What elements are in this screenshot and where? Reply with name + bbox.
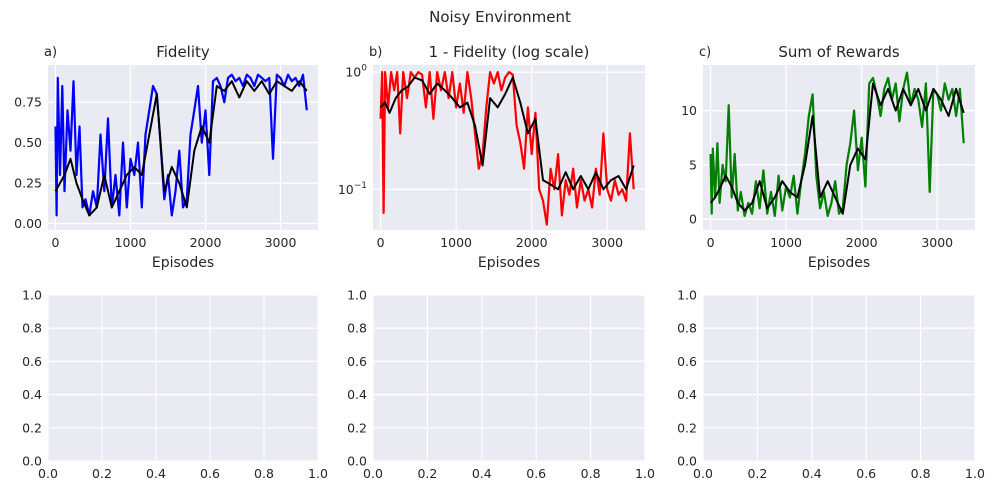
y-tick-label: 0.4 [22,387,42,402]
y-tick-label: 0.0 [22,454,42,469]
x-tick-label: 2000 [190,235,222,250]
x-tick-label: 1.0 [308,466,328,481]
y-tick-label: 0.4 [677,387,697,402]
x-tick-label: 1.0 [635,466,655,481]
figure-suptitle: Noisy Environment [429,8,571,26]
x-tick-label: 0.0 [38,466,58,481]
plot-area [373,65,645,230]
x-tick-label: 1000 [770,235,802,250]
y-tick-label: 0.00 [14,216,42,231]
y-tick-label: 0.4 [347,387,367,402]
x-tick-label: 0.6 [526,466,546,481]
y-tick-label: 0.6 [347,354,367,369]
chart-panel-3: 0 1000 2000 3000 0 5 10 Episodes Sum of Rewards c… [681,43,975,271]
y-tick-label: 0.0 [347,454,367,469]
x-tick-label: 1.0 [965,466,985,481]
x-tick-label: 0.8 [581,466,601,481]
y-tick-label: 0.0 [677,454,697,469]
y-tick-label: 100 [345,64,367,80]
x-tick-label: 0 [377,235,385,250]
chart-panel-4: 0.0 0.2 0.4 0.6 0.8 1.0 0.0 0.2 0.4 0.6 0.8 1.0 [22,288,328,482]
x-tick-label: 0.0 [693,466,713,481]
x-tick-label: 0.2 [417,466,437,481]
y-tick-label: 0.2 [22,420,42,435]
plot-area [48,295,318,461]
smoothed-series-line [709,82,965,215]
y-tick-label: 0.50 [14,135,42,150]
y-tick-label: 0.75 [14,95,42,110]
chart-title: Fidelity [156,43,210,61]
x-tick-label: 0.4 [472,466,492,481]
y-tick-label: 1.0 [677,288,697,303]
x-tick-label: 1000 [440,235,472,250]
y-tick-label: 0.8 [677,321,697,336]
x-axis-label: Episodes [808,255,870,271]
x-tick-label: 0.6 [856,466,876,481]
y-tick-label: 0 [689,212,697,227]
plot-area [373,295,645,461]
y-tick-label: 0.6 [22,354,42,369]
y-tick-label: 1.0 [22,288,42,303]
x-tick-label: 2000 [516,235,548,250]
x-tick-label: 0.0 [363,466,383,481]
y-tick-label: 0.6 [677,354,697,369]
x-tick-label: 3000 [591,235,623,250]
y-tick-label: 0.8 [22,321,42,336]
x-tick-label: 0 [707,235,715,250]
x-tick-label: 0 [52,235,60,250]
y-tick-label: 0.8 [347,321,367,336]
data-series-line [379,70,635,226]
x-tick-label: 3000 [265,235,297,250]
smoothed-series-line [54,80,308,217]
x-tick-label: 0.4 [802,466,822,481]
chart-panel-6: 0.0 0.2 0.4 0.6 0.8 1.0 0.0 0.2 0.4 0.6 0.8 1.0 [677,288,985,482]
data-series-line [709,71,965,217]
data-series-line [54,73,308,217]
y-tick-label: 0.2 [347,420,367,435]
chart-title: Sum of Rewards [778,43,899,61]
x-axis-label: Episodes [478,255,540,271]
x-tick-label: 3000 [921,235,953,250]
panel-letter: a) [44,45,57,60]
chart-panel-5: 0.0 0.2 0.4 0.6 0.8 1.0 0.0 0.2 0.4 0.6 0.8 1.0 [347,288,655,482]
y-tick-label: 10−1 [338,181,367,197]
y-tick-label: 0.25 [14,176,42,191]
y-tick-label: 0.2 [677,420,697,435]
y-tick-label: 5 [689,157,697,172]
x-tick-label: 0.2 [92,466,112,481]
chart-panel-1: 0 1000 2000 3000 0.00 0.25 0.50 0.75 Episodes Fid… [14,43,318,271]
y-tick-label: 1.0 [347,288,367,303]
plot-area [703,295,975,461]
x-tick-label: 0.8 [254,466,274,481]
x-tick-label: 2000 [846,235,878,250]
panel-letter: b) [369,45,382,60]
x-axis-label: Episodes [152,255,214,271]
y-tick-label: 10 [681,103,697,118]
panel-letter: c) [699,45,711,60]
x-tick-label: 0.4 [146,466,166,481]
x-tick-label: 0.6 [200,466,220,481]
chart-panel-2: 0 1000 2000 3000 10−1 100 Episodes 1 - Fidelity… [338,43,645,271]
x-tick-label: 0.2 [747,466,767,481]
smoothed-series-line [379,76,635,191]
x-tick-label: 1000 [115,235,147,250]
x-tick-label: 0.8 [911,466,931,481]
chart-title: 1 - Fidelity (log scale) [429,43,590,61]
